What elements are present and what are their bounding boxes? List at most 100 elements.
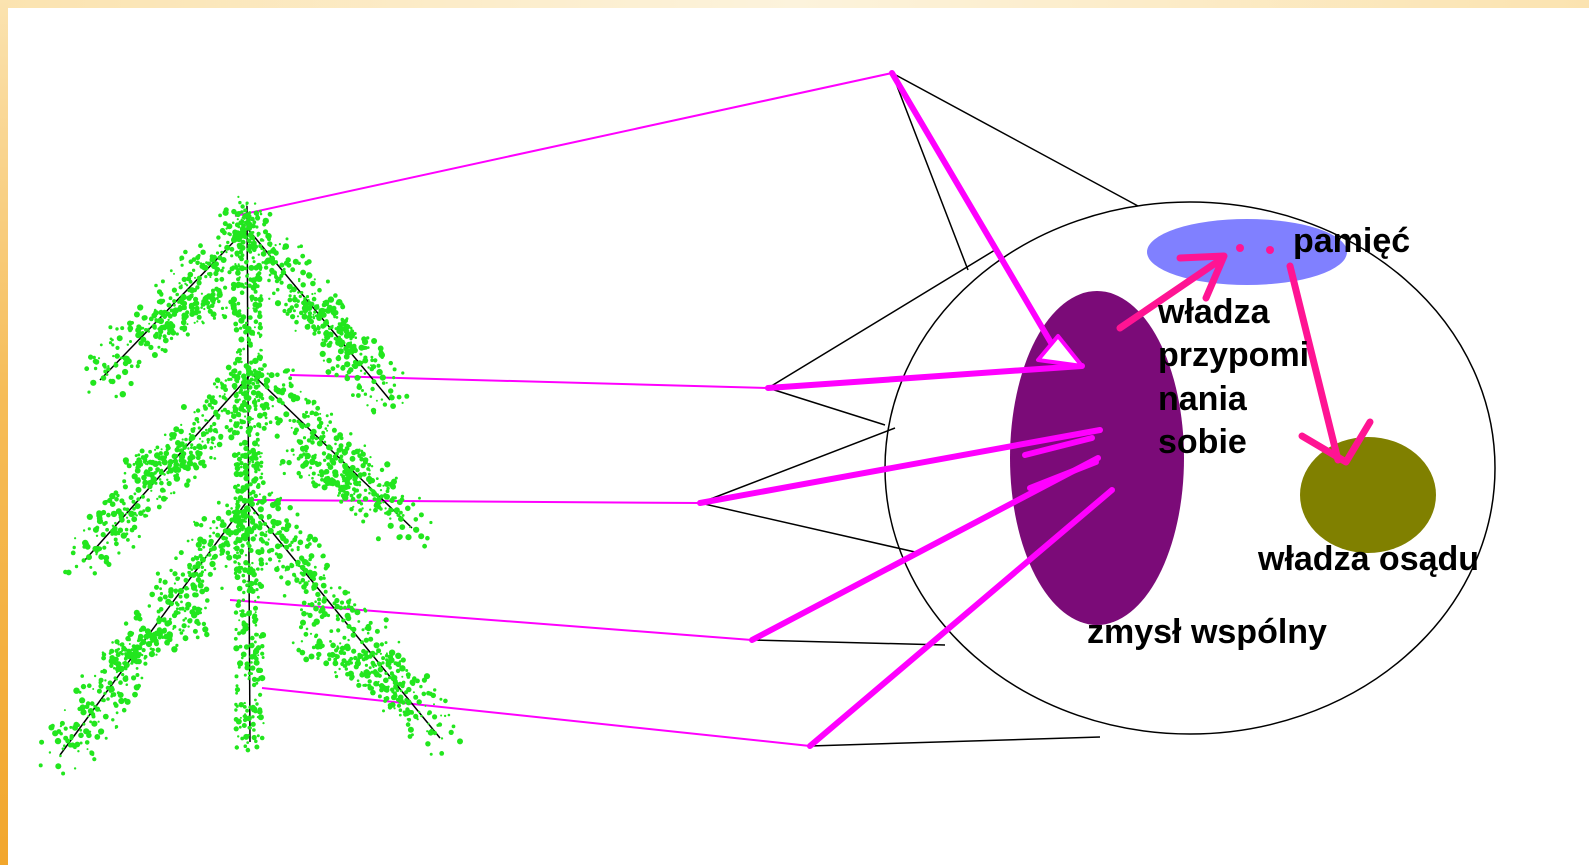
tree-foliage-speck: [240, 518, 246, 523]
tree-foliage-speck: [151, 647, 155, 652]
tree-foliage-speck: [332, 313, 337, 317]
tree-foliage-speck: [337, 348, 344, 355]
tree-foliage-speck: [113, 666, 116, 670]
tree-foliage-speck: [194, 276, 196, 279]
tree-foliage-speck: [222, 407, 227, 412]
tree-foliage-speck: [325, 481, 331, 487]
tree-foliage-speck: [242, 567, 248, 573]
tree-foliage-speck: [311, 476, 314, 480]
tree-foliage-speck: [180, 423, 183, 426]
tree-foliage-speck: [198, 437, 202, 440]
tree-foliage-speck: [260, 507, 264, 511]
tree-foliage-speck: [342, 480, 344, 483]
tree-foliage-speck: [118, 680, 123, 685]
tree-foliage-speck: [354, 374, 361, 381]
tree-foliage-speck: [105, 527, 109, 532]
tree-foliage-speck: [238, 357, 242, 361]
tree-foliage-speck: [216, 235, 221, 240]
tree-foliage-speck: [218, 435, 224, 440]
tree-foliage-speck: [114, 394, 118, 399]
tree-foliage-speck: [234, 465, 241, 472]
tree-foliage-speck: [347, 591, 351, 594]
tree-foliage-speck: [290, 267, 296, 273]
tree-foliage-speck: [318, 610, 322, 614]
tree-foliage-speck: [115, 327, 119, 331]
tree-foliage-speck: [218, 244, 222, 248]
tree-foliage-speck: [235, 270, 241, 276]
tree-foliage-speck: [241, 621, 248, 628]
tree-foliage-speck: [212, 562, 216, 566]
tree-foliage-speck: [332, 473, 337, 477]
tree-foliage-speck: [113, 362, 119, 368]
tree-foliage-speck: [55, 763, 62, 770]
tree-foliage-speck: [369, 456, 372, 459]
tree-foliage-speck: [245, 404, 252, 411]
ray-top: [889, 70, 1063, 361]
tree-foliage-speck: [78, 732, 84, 739]
tree-foliage-speck: [237, 195, 240, 198]
tree-foliage-speck: [106, 367, 111, 372]
tree-foliage-speck: [116, 493, 120, 498]
tree-foliage-speck: [87, 390, 91, 394]
tree-foliage-speck: [243, 644, 250, 650]
tree-foliage-speck: [357, 453, 362, 459]
tree-foliage-speck: [278, 559, 281, 563]
tree-foliage-speck: [237, 211, 242, 215]
tree-foliage-speck: [175, 308, 179, 313]
tree-foliage-speck: [306, 317, 311, 322]
tree-foliage-speck: [284, 518, 289, 523]
tree-foliage-speck: [159, 480, 164, 486]
tree-foliage-speck: [178, 594, 183, 599]
tree-foliage-speck: [69, 725, 73, 729]
tree-foliage-speck: [401, 700, 406, 705]
tree-foliage-speck: [399, 510, 403, 515]
tree-foliage-speck: [210, 262, 218, 270]
tree-foliage-speck: [245, 201, 249, 205]
tree-foliage-speck: [260, 367, 264, 372]
tree-foliage-speck: [333, 435, 340, 442]
tree-foliage-speck: [243, 394, 248, 399]
tree-foliage-speck: [201, 321, 205, 325]
tree-foliage-speck: [338, 667, 341, 671]
tree-foliage-speck: [191, 612, 198, 619]
tree-foliage-speck: [285, 237, 289, 241]
tree-foliage-speck: [299, 649, 306, 656]
tree-foliage-speck: [198, 243, 203, 249]
tree-foliage-speck: [154, 584, 159, 590]
tree-foliage-speck: [195, 408, 201, 413]
tree-foliage-speck: [246, 247, 252, 253]
tree-foliage-speck: [105, 373, 109, 376]
tree-foliage-speck: [226, 240, 230, 245]
tree-foliage-speck: [183, 577, 189, 583]
tree-foliage-speck: [240, 314, 247, 320]
tree-foliage-speck: [253, 456, 259, 461]
tree-foliage-speck: [61, 771, 66, 776]
tree-foliage-speck: [298, 530, 303, 535]
tree-foliage-speck: [157, 327, 161, 331]
tree-foliage-speck: [363, 670, 366, 673]
tree-foliage-speck: [398, 516, 404, 522]
tree-foliage-speck: [339, 600, 345, 605]
tree-foliage-speck: [335, 355, 342, 362]
tree-foliage-speck: [334, 442, 337, 446]
tree-foliage-speck: [246, 741, 250, 744]
tree-foliage-speck: [193, 300, 200, 306]
tree-foliage-speck: [316, 325, 321, 331]
tree-foliage-speck: [235, 379, 240, 384]
tree-foliage-speck: [200, 306, 203, 309]
tree-foliage-speck: [197, 444, 203, 450]
tree-foliage-speck: [74, 564, 79, 569]
tree-foliage-speck: [222, 221, 228, 227]
tree-foliage-speck: [344, 375, 351, 382]
tree-foliage-speck: [120, 532, 128, 539]
tree-foliage-speck: [304, 560, 309, 565]
tree-foliage-speck: [292, 453, 295, 456]
tree-foliage-speck: [252, 260, 256, 264]
tree-foliage-speck: [263, 377, 271, 384]
tree-foliage-speck: [312, 536, 318, 543]
tree-foliage-speck: [413, 517, 419, 522]
tree-foliage-speck: [136, 683, 141, 689]
tree-foliage-speck: [358, 480, 362, 484]
tree-foliage-speck: [158, 470, 164, 476]
